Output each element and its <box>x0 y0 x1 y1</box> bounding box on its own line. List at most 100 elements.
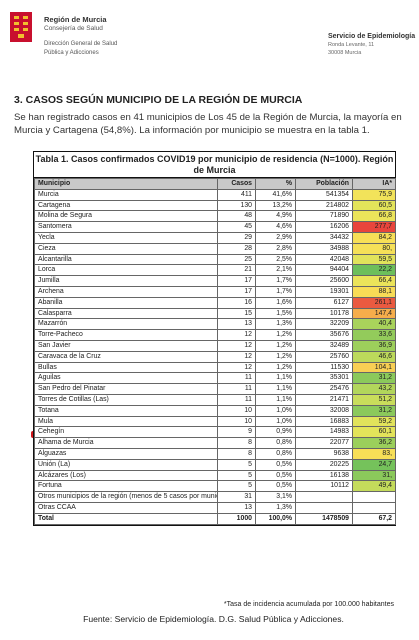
cell-ia: 43,2 <box>352 383 396 395</box>
cell-municipio: Mazarrón <box>34 318 218 331</box>
table-row: Alhama de Murcia 8 0,8% 22077 36,2 <box>34 437 396 449</box>
table-header-row: Municipio Casos % Población IA* <box>34 178 396 190</box>
cell-pct: 1,1% <box>255 372 296 385</box>
cell-pct: 1,3% <box>255 501 296 514</box>
cell-pct: 1,5% <box>255 307 296 320</box>
cell-pct: 4,9% <box>255 210 296 223</box>
table-row: Calasparra 15 1,5% 10178 147,4 <box>34 307 396 320</box>
cell-ia: 60,5 <box>352 199 396 212</box>
cell-poblacion: 16206 <box>295 221 353 233</box>
cell-ia: 36,9 <box>352 339 396 352</box>
region-de-murcia-logo-icon <box>10 12 32 42</box>
cell-casos: 5 <box>217 480 256 493</box>
cell-poblacion: 71890 <box>295 210 353 223</box>
cell-casos: 8 <box>217 447 256 460</box>
cell-poblacion: 14983 <box>295 426 353 439</box>
cell-pct: 2,5% <box>255 253 296 266</box>
cell-municipio: Santomera <box>34 221 218 233</box>
cell-poblacion: 19301 <box>295 285 353 298</box>
cell-poblacion: 11530 <box>295 361 353 374</box>
cell-casos: 11 <box>217 383 256 395</box>
cell-poblacion: 25760 <box>295 350 353 363</box>
cell-poblacion: 34988 <box>295 242 353 255</box>
cell-municipio: Jumilla <box>34 275 218 287</box>
table-row: Alcantarilla 25 2,5% 42048 59,5 <box>34 253 396 266</box>
cell-poblacion: 214802 <box>295 199 353 212</box>
cell-pct: 0,9% <box>255 426 296 439</box>
cell-ia: 31,2 <box>352 372 396 385</box>
cases-table: Tabla 1. Casos confirmados COVID19 por m… <box>33 151 396 526</box>
cell-casos: 28 <box>217 242 256 255</box>
cell-pct: 3,1% <box>255 491 296 503</box>
cell-poblacion: 34432 <box>295 231 353 244</box>
cell-municipio: Totana <box>34 404 218 417</box>
table-row: Jumilla 17 1,7% 25600 66,4 <box>34 275 396 287</box>
service-address-2: 30008 Murcia <box>328 50 362 56</box>
dept-line-1: Dirección General de Salud <box>44 41 118 47</box>
cell-ia: 66,4 <box>352 275 396 287</box>
cell-ia: 22,2 <box>352 264 396 277</box>
cell-poblacion: 35301 <box>295 372 353 385</box>
cell-casos: 12 <box>217 339 256 352</box>
table-caption: Tabla 1. Casos confirmados COVID19 por m… <box>34 152 395 178</box>
cell-other-label: Otros municipios de la región (menos de … <box>34 491 218 503</box>
service-name: Servicio de Epidemiología <box>328 33 416 40</box>
cell-poblacion: 9638 <box>295 447 353 460</box>
cell-municipio: Fortuna <box>34 480 218 493</box>
cell-casos: 10 <box>217 415 256 428</box>
cell-total-ia: 67,2 <box>352 512 396 525</box>
cell-ia: 83, <box>352 447 396 460</box>
cell-casos: 130 <box>217 199 256 212</box>
document-header: Región de Murcia Consejería de Salud Dir… <box>0 0 419 82</box>
cell-pct: 41,6% <box>255 188 296 201</box>
cell-municipio: Caravaca de la Cruz <box>34 350 218 363</box>
cell-total-casos: 1000 <box>217 512 256 525</box>
table-row: Mazarrón 13 1,3% 32209 40,4 <box>34 318 396 331</box>
col-poblacion: Población <box>295 178 353 190</box>
cell-casos: 29 <box>217 231 256 244</box>
cell-poblacion: 541354 <box>295 188 353 201</box>
cell-poblacion: 32209 <box>295 318 353 331</box>
table-row-other: Otros municipios de la región (menos de … <box>34 491 396 503</box>
cell-poblacion: 22077 <box>295 437 353 449</box>
cell-pct: 2,9% <box>255 231 296 244</box>
table-row: San Pedro del Pinatar 11 1,1% 25476 43,2 <box>34 383 396 395</box>
col-municipio: Municipio <box>34 178 218 190</box>
cell-pct: 1,2% <box>255 361 296 374</box>
cell-pct: 1,6% <box>255 296 296 309</box>
cell-casos: 12 <box>217 361 256 374</box>
cell-pct: 1,7% <box>255 285 296 298</box>
cell-pct: 1,1% <box>255 393 296 406</box>
organization-block: Región de Murcia Consejería de Salud Dir… <box>44 15 117 58</box>
cell-poblacion: 21471 <box>295 393 353 406</box>
footnote: *Tasa de incidencia acumulada por 100.00… <box>223 601 394 608</box>
table-row: Yecla 29 2,9% 34432 84,2 <box>34 231 396 244</box>
cell-poblacion: 6127 <box>295 296 353 309</box>
cell-ia: 33,6 <box>352 329 396 341</box>
cell-other-label: Otras CCAA <box>34 501 218 514</box>
table-row: Torres de Cotillas (Las) 11 1,1% 21471 51,2 <box>34 393 396 406</box>
cell-poblacion: 25600 <box>295 275 353 287</box>
cell-empty <box>352 501 396 514</box>
cell-municipio: Unión (La) <box>34 458 218 471</box>
cell-casos: 17 <box>217 285 256 298</box>
cell-casos: 16 <box>217 296 256 309</box>
cell-municipio: Lorca <box>34 264 218 277</box>
org-subtitle: Consejería de Salud <box>44 25 103 32</box>
table-row: Santomera 45 4,6% 16206 277,7 <box>34 221 396 233</box>
cell-pct: 1,2% <box>255 339 296 352</box>
cell-poblacion: 32008 <box>295 404 353 417</box>
table-body: Murcia 411 41,6% 541354 75,9 Cartagena 130 13,2… <box>34 188 396 525</box>
cell-ia: 59,2 <box>352 415 396 428</box>
source-line: Fuente: Servicio de Epidemiología. D.G. … <box>83 614 344 624</box>
cell-casos: 21 <box>217 264 256 277</box>
cell-poblacion: 32489 <box>295 339 353 352</box>
cell-pct: 2,8% <box>255 242 296 255</box>
cell-pct: 1,2% <box>255 329 296 341</box>
cell-ia: 24,7 <box>352 458 396 471</box>
cell-municipio: Aguilas <box>34 372 218 385</box>
cell-casos: 11 <box>217 372 256 385</box>
table-row: Totana 10 1,0% 32008 31,2 <box>34 404 396 417</box>
cell-pct: 2,1% <box>255 264 296 277</box>
cell-casos: 15 <box>217 307 256 320</box>
